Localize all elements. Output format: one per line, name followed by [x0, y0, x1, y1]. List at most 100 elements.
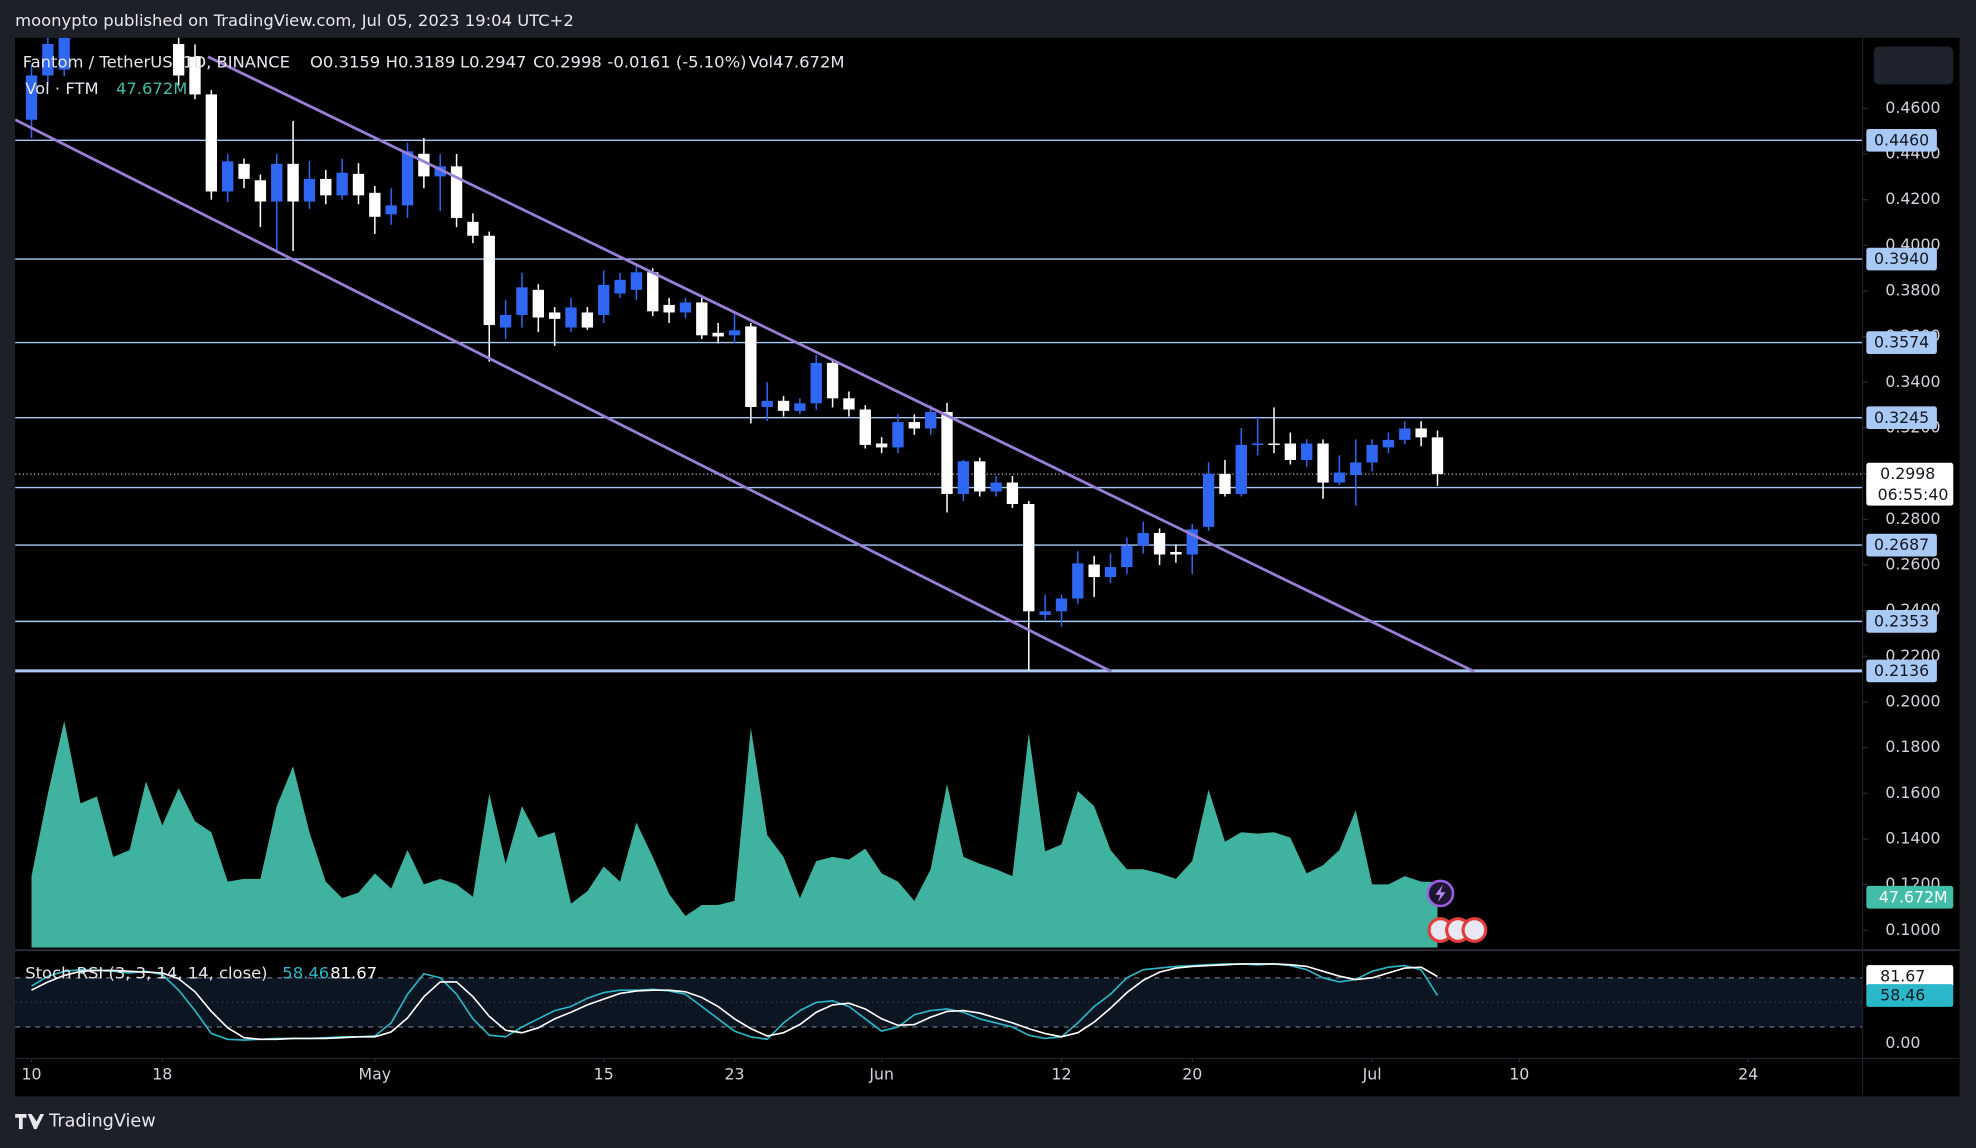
legend-high: H0.3189 [386, 53, 456, 72]
flag-icon[interactable] [1461, 917, 1488, 943]
level-label-box [1866, 610, 1937, 633]
candle-body [1235, 444, 1247, 494]
candle-body [222, 161, 234, 192]
level-label-box [1866, 247, 1937, 271]
candle-body [42, 43, 54, 76]
x-tick-label: 24 [1738, 1064, 1758, 1083]
candle-body [696, 302, 708, 336]
volume-legend: Vol · FTM [25, 79, 98, 98]
y-tick-label: 0.3400 [1885, 372, 1940, 391]
rsi-d-legend: 81.67 [330, 964, 377, 983]
candle-body [957, 461, 970, 494]
candle-body [352, 173, 365, 196]
level-label: 0.2136 [1874, 661, 1929, 680]
y-tick-label: 0.2600 [1885, 554, 1940, 573]
symbol-legend: Fantom / TetherUS, 1D, BINANCE [23, 53, 290, 72]
channel-lower [15, 118, 1113, 673]
candle-body [728, 330, 741, 336]
legend-change: -0.0161 (-5.10%) [607, 53, 746, 72]
candle-body [794, 403, 806, 411]
rsi-value-box [1866, 965, 1954, 988]
candle-body [1268, 443, 1280, 446]
level-label: 0.2687 [1874, 535, 1929, 554]
candle-body [499, 314, 512, 328]
candle-body [1137, 533, 1149, 546]
candle-body [1153, 533, 1166, 555]
y-tick-label: 0.1800 [1885, 737, 1940, 756]
x-tick-label: Jun [868, 1064, 894, 1083]
rsi-value-label: 58.46 [1880, 986, 1925, 1005]
rsi-line [31, 963, 1438, 1041]
candle-body [189, 56, 201, 95]
legend-open: O0.3159 [310, 53, 380, 72]
candle-body [810, 362, 822, 404]
rsi-legend: Stoch RSI (3, 3, 14, 14, close) [25, 964, 267, 983]
x-tick-label: Jul [1362, 1064, 1382, 1083]
y-tick-label: 0.1000 [1885, 920, 1940, 939]
x-tick-label: 12 [1051, 1064, 1071, 1083]
volume-label-box [1866, 885, 1954, 909]
legend-close: C0.2998 [533, 53, 602, 72]
candle-body [712, 332, 724, 337]
candle-body [58, 37, 70, 70]
candle-body [925, 412, 937, 429]
candle-body [1333, 472, 1346, 483]
y-tick-label: 0.1400 [1885, 828, 1940, 847]
candle-body [385, 205, 397, 215]
candle-body [1399, 428, 1411, 440]
candle-body [1121, 545, 1133, 568]
level-label-box [1866, 128, 1937, 152]
candle-body [516, 287, 528, 315]
candle-body [450, 166, 463, 218]
candle-body [1088, 564, 1100, 578]
rsi-pane [15, 963, 1863, 1041]
level-label: 0.3940 [1874, 249, 1929, 268]
y-tick-label: 0.4600 [1885, 98, 1940, 117]
candle-body [1301, 443, 1313, 460]
candle-body [777, 400, 790, 411]
rsi-value-label: 81.67 [1880, 967, 1925, 986]
last-price-box [1866, 462, 1954, 506]
candle-body [238, 163, 250, 179]
countdown: 06:55:40 [1878, 485, 1949, 504]
volume-label: 47.672M [1879, 887, 1948, 906]
candle-body [1219, 473, 1231, 494]
candle-body [1055, 598, 1068, 612]
candle-body [892, 422, 904, 448]
publish-header: moonypto published on TradingView.com, J… [15, 11, 574, 30]
candle-body [1104, 567, 1117, 578]
x-tick-label: 20 [1182, 1064, 1202, 1083]
x-tick-label: 10 [1509, 1064, 1529, 1083]
candle-body [859, 409, 871, 445]
y-tick-label: 0.3800 [1885, 281, 1940, 300]
level-label-box [1866, 533, 1937, 557]
candle-body [467, 221, 479, 236]
candle-body [843, 398, 855, 410]
level-label: 0.4460 [1874, 130, 1929, 149]
candle-body [271, 163, 283, 202]
level-label: 0.3245 [1874, 408, 1929, 427]
candle-body [745, 326, 757, 407]
candle-body [1350, 462, 1362, 476]
candle-body [434, 166, 446, 177]
brand: TradingView [15, 1112, 156, 1132]
candle-body [1170, 551, 1182, 555]
y-tick-label: 0.2000 [1885, 691, 1940, 710]
candle-body [401, 151, 414, 206]
x-tick-label: 18 [152, 1064, 172, 1083]
candle-body [679, 302, 692, 313]
candle-body [630, 272, 643, 290]
brand-name[interactable]: TradingView [48, 1112, 155, 1132]
rsi-value-box [1866, 984, 1954, 1007]
candle-body [908, 422, 921, 429]
under-layer [15, 37, 1863, 1041]
toolbar-button[interactable] [1873, 46, 1954, 85]
candle-body [647, 272, 659, 312]
level-label-box [1866, 659, 1937, 683]
x-tick-label: 23 [724, 1064, 744, 1083]
candle-body [826, 362, 839, 399]
candle-body [172, 43, 185, 76]
candle-body [205, 94, 218, 192]
candle-body [532, 289, 544, 318]
candle-body [1284, 443, 1297, 460]
